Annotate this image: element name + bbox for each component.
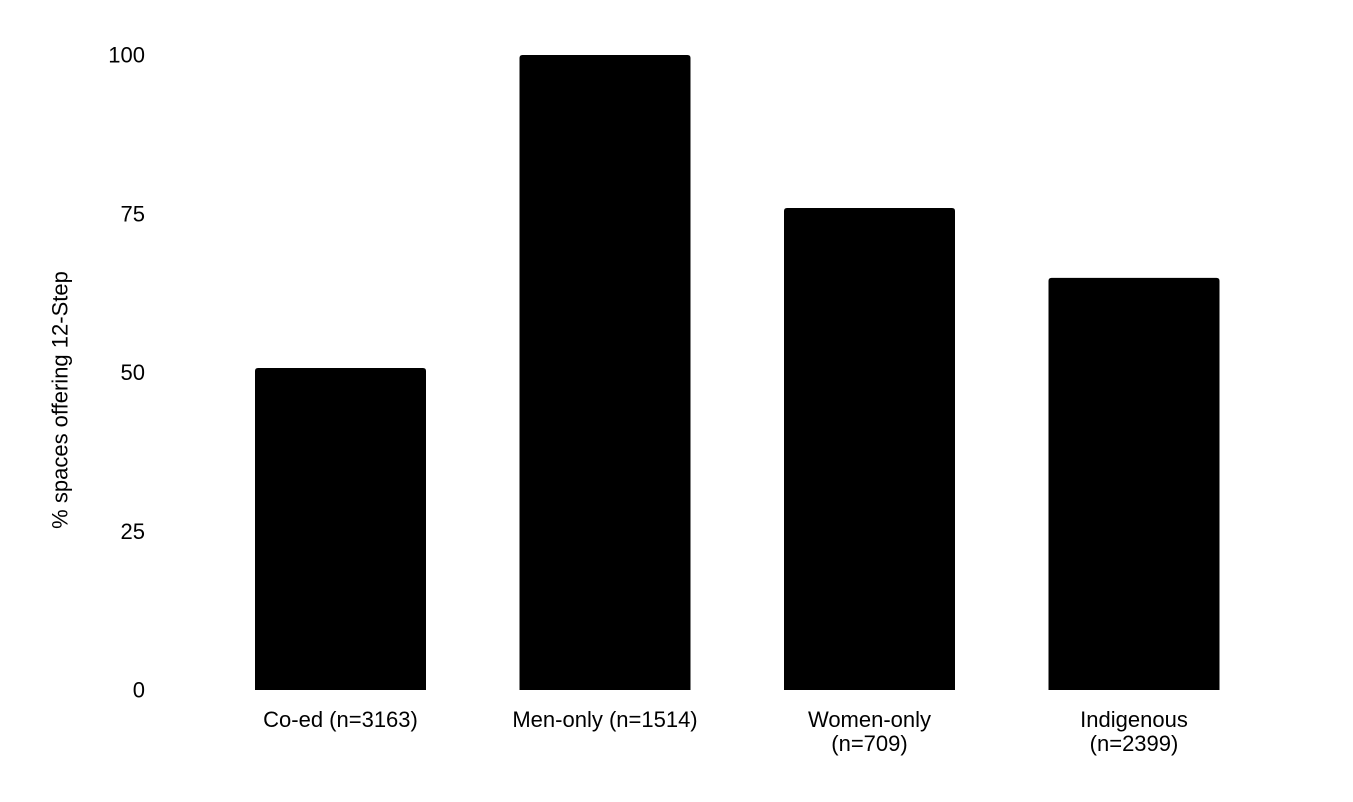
bars (255, 55, 1220, 690)
y-tick-label: 100 (108, 43, 145, 68)
x-tick-label: Men-only (n=1514) (512, 707, 697, 732)
bar (1048, 277, 1220, 690)
y-tick-label: 50 (121, 360, 145, 385)
bar (255, 368, 426, 690)
x-tick-label: Women-only (808, 707, 931, 732)
y-axis-ticks: 0 25 50 75 100 (108, 43, 145, 703)
bar (519, 55, 691, 690)
x-tick-label: (n=2399) (1090, 731, 1179, 756)
x-axis-labels: Co-ed (n=3163) Men-only (n=1514) Women-onl… (263, 707, 1188, 756)
bar (784, 208, 955, 690)
y-tick-label: 0 (133, 678, 145, 703)
y-axis-label: % spaces offering 12-Step (48, 271, 73, 529)
y-tick-label: 75 (121, 201, 145, 226)
y-tick-label: 25 (121, 519, 145, 544)
x-tick-label: (n=709) (831, 731, 907, 756)
x-tick-label: Indigenous (1080, 707, 1188, 732)
x-tick-label: Co-ed (n=3163) (263, 707, 418, 732)
